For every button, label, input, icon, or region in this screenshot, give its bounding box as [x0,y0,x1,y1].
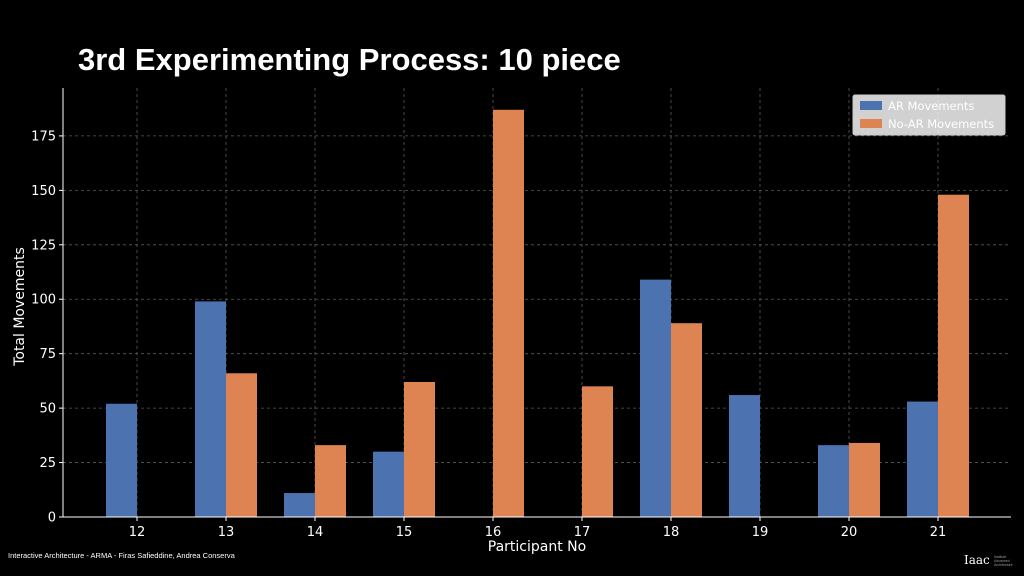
y-tick-label: 100 [31,293,56,308]
bar-ar-18 [640,279,671,517]
y-axis-label: Total Movements [12,247,28,367]
bar-no-ar-13 [226,373,257,517]
bar-ar-13 [195,301,226,517]
legend-label-no-ar: No-AR Movements [888,117,994,131]
y-tick-label: 75 [39,347,56,362]
bar-ar-21 [907,401,938,517]
x-tick-label: 17 [574,525,591,540]
iaac-logo: Iaac [964,553,990,567]
y-tick-label: 25 [39,456,56,471]
legend-swatch-no-ar [860,119,882,128]
x-tick-label: 21 [930,525,947,540]
legend-label-ar: AR Movements [888,99,974,113]
bar-no-ar-14 [315,445,346,517]
bar-no-ar-17 [582,386,613,517]
x-tick-label: 20 [841,525,858,540]
bar-ar-14 [284,493,315,517]
y-tick-label: 175 [31,129,56,144]
x-axis-label: Participant No [488,539,586,555]
iaac-logo-subtext: Institute Advanced Architecture [994,555,1013,567]
x-tick-label: 15 [396,525,413,540]
legend-box [852,94,1006,136]
bar-no-ar-16 [493,109,524,518]
y-tick-label: 0 [48,511,56,526]
y-tick-label: 150 [31,184,56,199]
x-tick-label: 13 [218,525,235,540]
bar-no-ar-21 [938,194,969,518]
bar-ar-12 [106,403,137,517]
x-tick-label: 14 [307,525,324,540]
bar-no-ar-15 [404,381,435,517]
slide-title: 3rd Experimenting Process: 10 piece [78,42,621,77]
bar-no-ar-18 [671,323,702,517]
y-tick-label: 125 [31,238,56,253]
x-tick-label: 18 [663,525,680,540]
bar-ar-19 [729,395,760,517]
y-tick-label: 50 [39,402,56,417]
bar-ar-15 [373,451,404,517]
bar-ar-20 [818,445,849,517]
x-tick-label: 12 [129,525,146,540]
x-tick-label: 19 [752,525,769,540]
x-tick-label: 16 [485,525,502,540]
bar-no-ar-20 [849,442,880,517]
footer-credits: Interactive Architecture - ARMA - Firas … [8,551,235,560]
legend-swatch-ar [860,101,882,110]
